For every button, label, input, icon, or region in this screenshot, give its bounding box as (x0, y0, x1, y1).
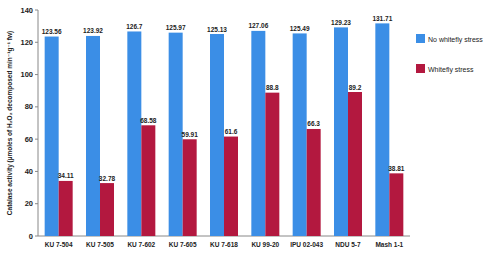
chart: 0 20 40 60 80 100 120 140 Catalase activity (µmo… (0, 0, 500, 269)
data-labels: 123.56 34.11 123.92 32.78 126.7 68.58 125.97 59… (42, 15, 405, 182)
bar (293, 33, 307, 236)
data-label: 125.13 (207, 26, 227, 33)
legend-label: Whitefly stress (428, 66, 474, 74)
legend-swatch (416, 34, 425, 43)
bar (334, 27, 348, 236)
bar (59, 181, 73, 236)
bar (210, 34, 224, 236)
data-label: 88.8 (266, 84, 279, 91)
data-label: 34.11 (58, 172, 74, 179)
bar (141, 125, 155, 236)
bar (224, 137, 238, 236)
data-label: 66.3 (307, 120, 320, 127)
bar (86, 36, 100, 236)
data-label: 68.58 (140, 117, 157, 124)
data-label: 125.49 (290, 25, 310, 32)
bar (183, 139, 197, 236)
data-label: 123.56 (42, 28, 62, 35)
legend-label: No whitefly stress (428, 36, 483, 44)
bar (348, 92, 362, 236)
bar (100, 183, 114, 236)
legend-swatch (416, 64, 425, 73)
x-tick-label: KU 7-605 (169, 241, 197, 248)
data-label: 129.23 (331, 19, 351, 26)
data-label: 123.92 (83, 27, 103, 34)
bar (265, 93, 279, 236)
chart-container: 0 20 40 60 80 100 120 140 Catalase activity (µmo… (0, 0, 500, 269)
x-tick-label: KU 7-504 (45, 241, 73, 248)
data-label: 126.7 (126, 23, 143, 30)
y-axis-label: Catalase activity (µmoles of H₂O₂ decomp… (6, 31, 14, 215)
y-tick-label: 120 (20, 38, 33, 47)
bar (389, 173, 403, 236)
x-tick-label: NDU 5-7 (335, 241, 361, 248)
y-tick-label: 0 (29, 232, 33, 241)
data-label: 61.6 (225, 128, 238, 135)
bar (375, 23, 389, 236)
data-label: 32.78 (99, 175, 116, 182)
data-label: 89.2 (349, 84, 362, 91)
bar (307, 129, 321, 236)
x-tick-label: Mash 1-1 (375, 241, 403, 248)
x-tick-label: KU 7-602 (127, 241, 155, 248)
bar (45, 37, 59, 236)
y-axis (38, 10, 39, 236)
bars (45, 23, 404, 236)
x-tick-label: IPU 02-043 (290, 241, 323, 248)
bar (127, 31, 141, 236)
y-tick-label: 140 (20, 6, 33, 15)
y-tick-label: 80 (25, 102, 33, 111)
bar (251, 31, 265, 236)
x-tick-label: KU 7-618 (210, 241, 238, 248)
data-label: 38.81 (388, 165, 405, 172)
data-label: 127.06 (248, 22, 268, 29)
data-label: 125.97 (166, 24, 186, 31)
data-label: 131.71 (372, 15, 392, 22)
x-tick-label: KU 7-505 (86, 241, 114, 248)
y-tick-label: 60 (25, 135, 33, 144)
y-tick-label: 100 (20, 70, 33, 79)
x-tick-label: KU 99-20 (251, 241, 279, 248)
y-tick-label: 40 (25, 167, 33, 176)
data-label: 59.91 (182, 131, 199, 138)
y-tick-label: 20 (25, 199, 33, 208)
